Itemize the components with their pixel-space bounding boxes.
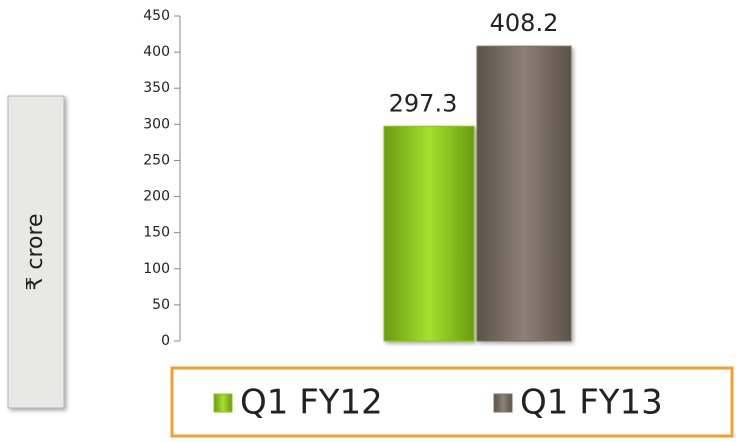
- bar: [383, 125, 475, 342]
- legend-swatch: [493, 393, 513, 413]
- value-label: 408.2: [490, 9, 559, 37]
- y-tick-label: 250: [143, 152, 170, 168]
- y-tick-label: 450: [143, 8, 170, 24]
- legend: [170, 366, 734, 438]
- y-tick-label: 300: [143, 116, 170, 132]
- y-axis-label: ₹ crore: [23, 213, 48, 290]
- legend-swatch: [213, 393, 233, 413]
- y-tick-label: 200: [143, 189, 170, 205]
- y-tick-label: 400: [143, 44, 170, 60]
- y-tick-label: 100: [143, 261, 170, 277]
- legend-label: Q1 FY12: [240, 383, 383, 423]
- value-label: 297.3: [389, 89, 458, 117]
- y-tick-label: 150: [143, 225, 170, 241]
- ylabel-box: [7, 95, 65, 409]
- legend-label: Q1 FY13: [520, 383, 663, 423]
- bar: [476, 45, 572, 342]
- y-tick-label: 350: [143, 80, 170, 96]
- y-tick-label: 50: [152, 297, 170, 313]
- y-tick-label: 0: [161, 333, 170, 349]
